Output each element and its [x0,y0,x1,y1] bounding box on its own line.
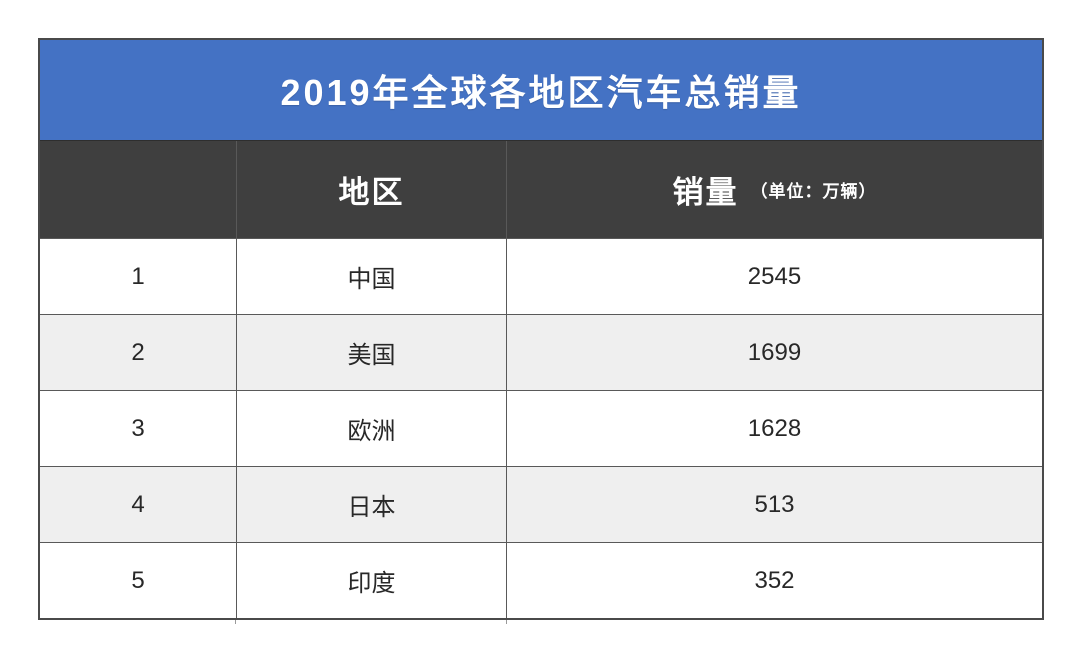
table-title-bar: 2019年全球各地区汽车总销量 [40,40,1042,140]
header-sales-label: 销量 [672,175,739,210]
table-row: 2 美国 1699 [40,314,1042,390]
table-header-row: 地区 销量 （单位：万辆） [40,140,1042,238]
table-row: 1 中国 2545 [40,238,1042,314]
region-cell: 欧洲 [237,391,507,466]
header-region-cell: 地区 [237,141,507,238]
table-row: 4 日本 513 [40,466,1042,542]
region-cell: 美国 [237,315,507,390]
sales-table: 2019年全球各地区汽车总销量 地区 销量 （单位：万辆） 1 中国 2 545 … [38,38,1044,620]
rank-cell: 3 [40,391,237,466]
sales-cell: 1699 [747,338,802,366]
header-sales-unit: （单位：万辆） [750,182,877,201]
rank-cell: 4 [40,467,237,542]
sales-cell: 352 [754,566,795,594]
rank-cell: 1 [40,239,237,314]
header-region-label: 地区 [338,175,405,210]
rank-cell: 5 [40,543,237,618]
region-cell: 日本 [237,467,507,542]
table-row: 5 印度 352 [40,542,1042,618]
header-sales-cell: 销量 （单位：万辆） [507,141,1042,238]
sales-cell: 2545 [747,262,802,290]
header-rank-cell [40,141,237,238]
sales-cell: 513 [754,490,795,518]
region-cell: 印度 [237,543,507,618]
region-cell: 中国 [237,239,507,314]
table-row: 3 欧洲 1628 [40,390,1042,466]
sales-cell: 1628 [747,414,802,442]
rank-cell: 2 [40,315,237,390]
cropped-next-row-gridlines [38,620,1044,624]
table-title: 2019年全球各地区汽车总销量 [280,72,802,113]
